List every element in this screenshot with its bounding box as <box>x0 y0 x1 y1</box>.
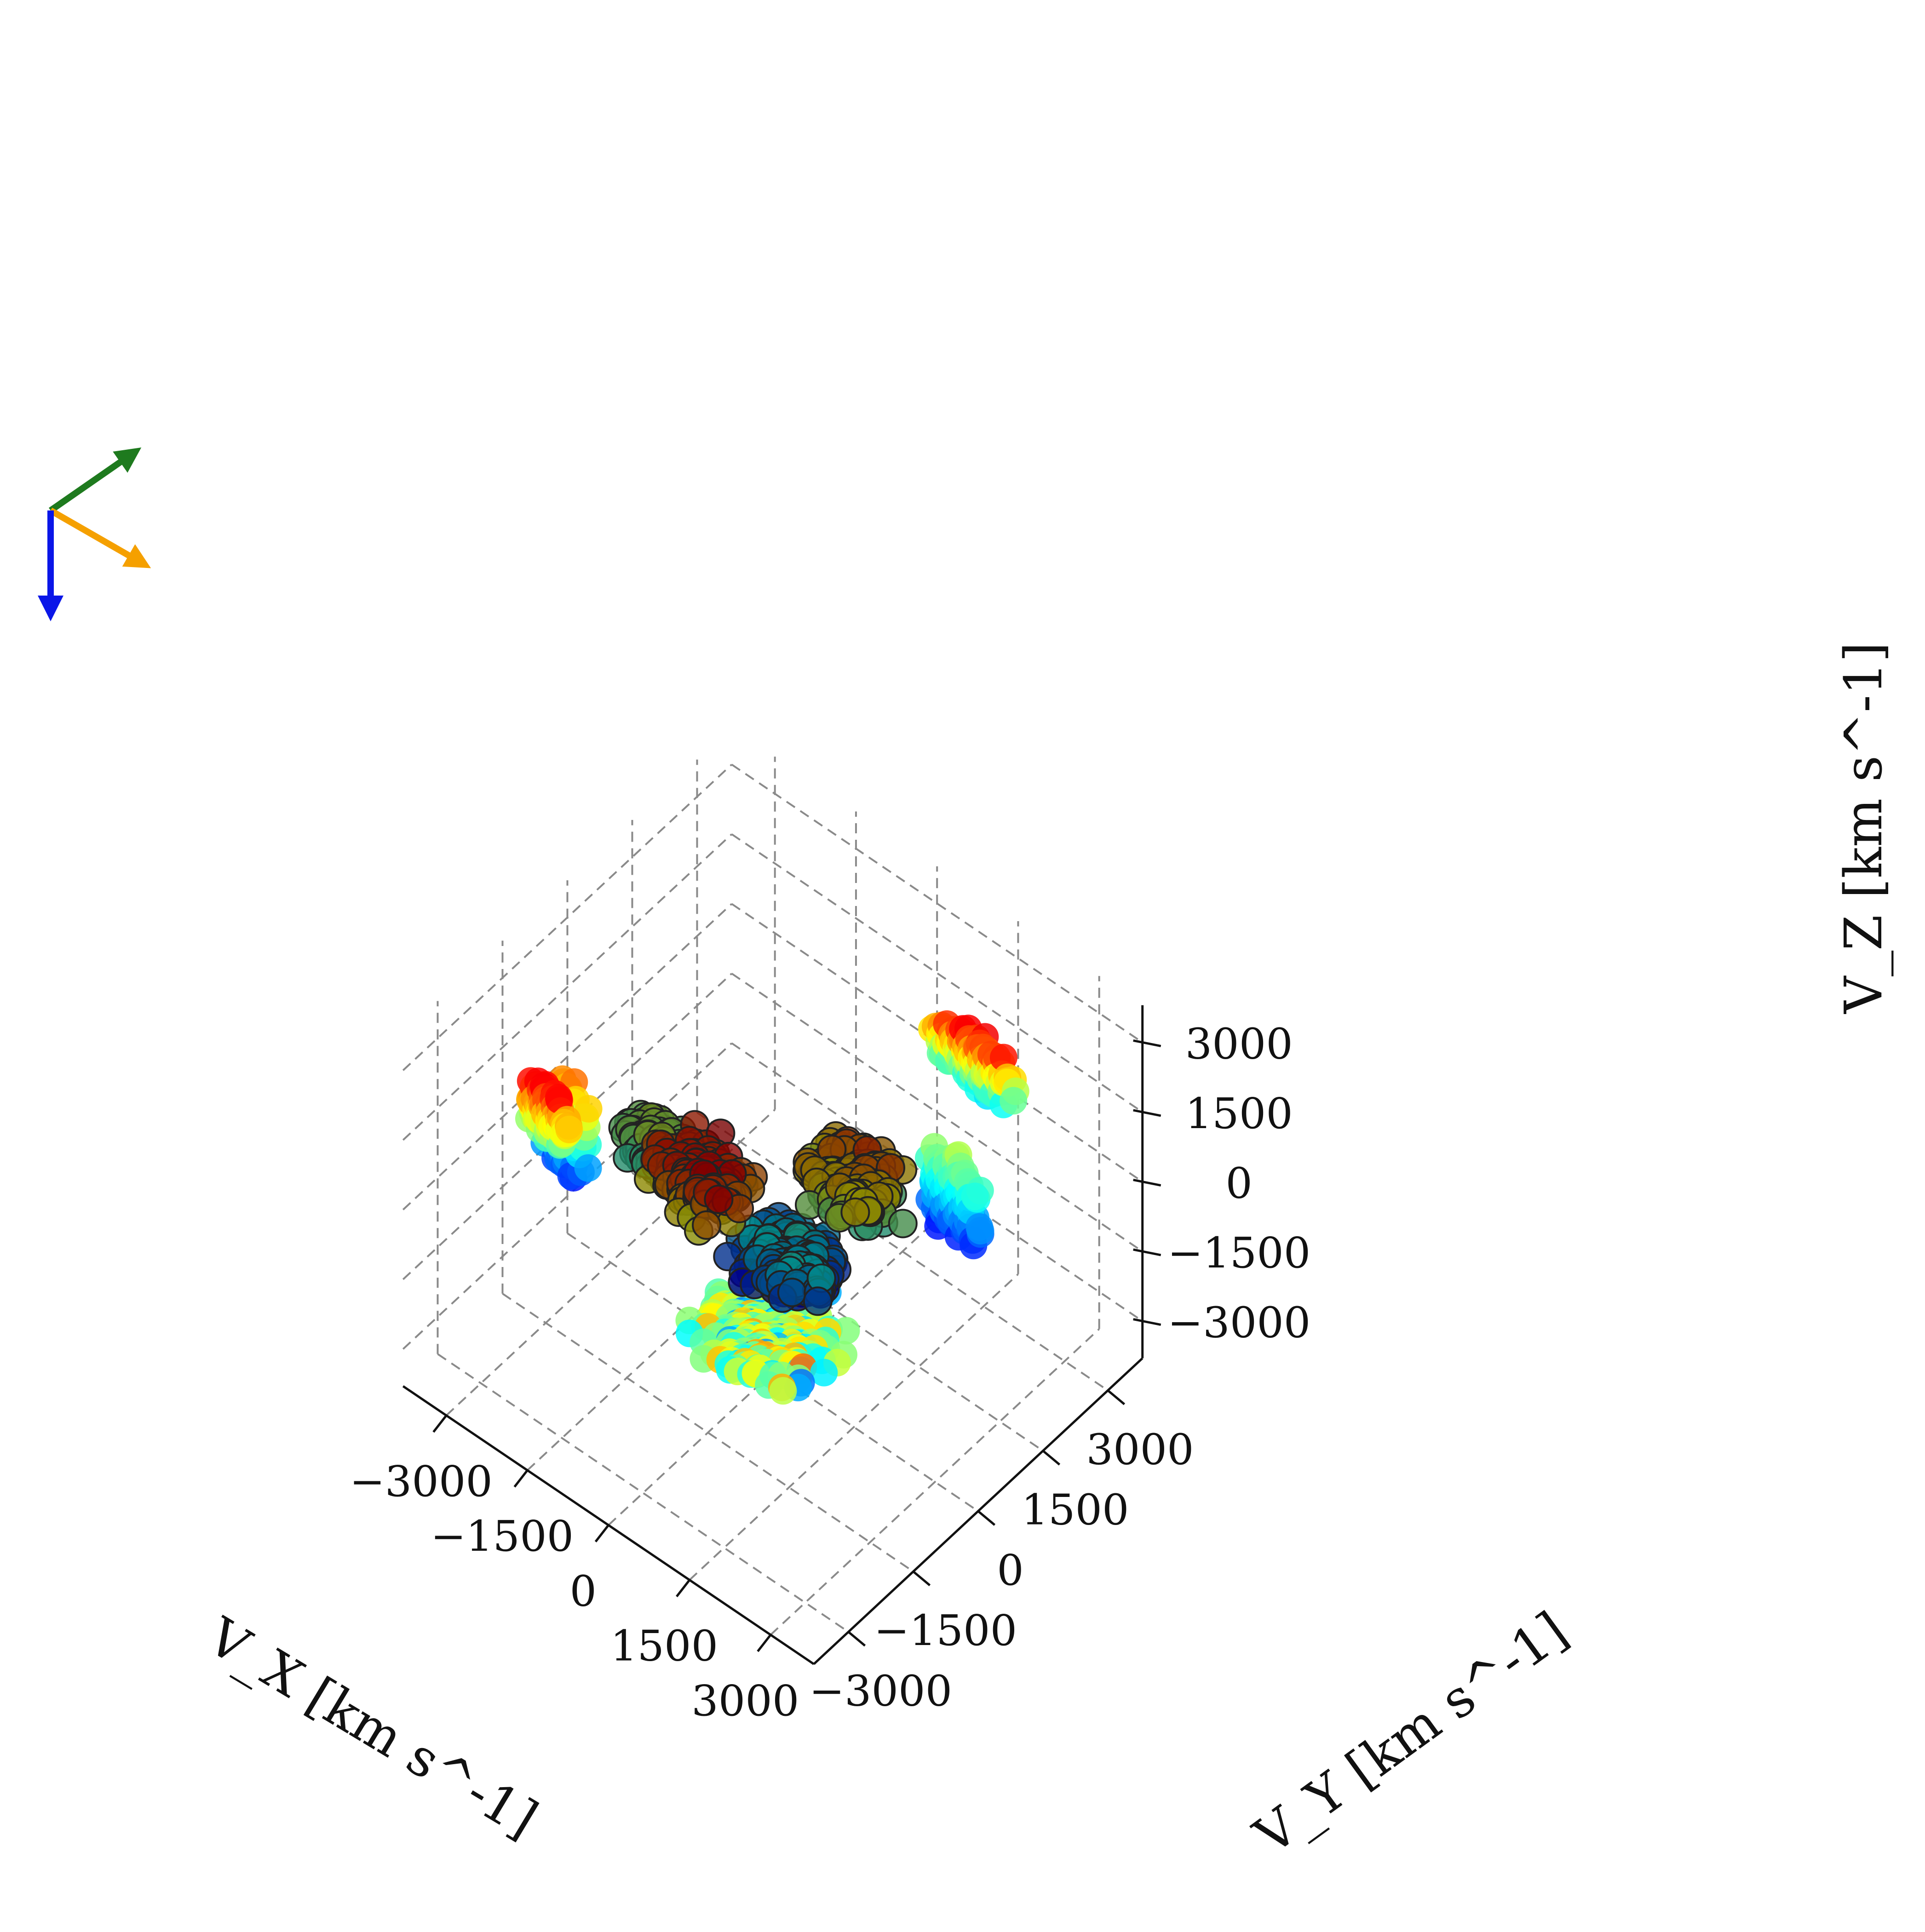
scatter-point <box>810 1359 838 1387</box>
x-axis-line <box>402 1385 815 1665</box>
z-tick-label: 1500 <box>1185 1089 1293 1138</box>
axes-layer <box>402 1005 1161 1665</box>
y-tick <box>977 1510 996 1526</box>
y-tick-label: 3000 <box>1086 1425 1194 1474</box>
x-tick-label: −1500 <box>431 1512 574 1561</box>
x-tick-label: 3000 <box>691 1676 799 1726</box>
scatter-point <box>692 1210 722 1240</box>
scatter-point <box>961 1182 989 1210</box>
grid-line <box>402 833 733 1141</box>
orientation-arrow <box>49 447 142 513</box>
scatter-point <box>575 1095 603 1123</box>
grid-line <box>689 1273 1019 1581</box>
scatter-point <box>840 1197 870 1227</box>
z-tick <box>1133 1039 1161 1048</box>
scatter-point <box>966 1217 994 1244</box>
x-tick <box>432 1415 448 1433</box>
z-tick-label: 0 <box>1225 1159 1253 1208</box>
y-tick <box>847 1631 866 1647</box>
scatter-point <box>555 1116 583 1143</box>
scatter-point <box>704 1184 734 1214</box>
grid-line <box>402 903 733 1210</box>
scatter-point <box>803 1286 833 1316</box>
x-tick-label: 0 <box>570 1566 597 1616</box>
y-tick <box>1107 1389 1126 1405</box>
scatter-point <box>574 1154 602 1182</box>
z-tick <box>1133 1248 1161 1256</box>
x-tick-label: −3000 <box>350 1457 493 1506</box>
x-tick-label: 1500 <box>610 1622 718 1671</box>
x-tick <box>757 1634 772 1652</box>
x-tick <box>676 1579 691 1598</box>
x-tick <box>513 1469 529 1488</box>
y-tick-label: −3000 <box>809 1666 952 1715</box>
z-tick <box>1133 1109 1161 1117</box>
z-tick-label: 3000 <box>1185 1020 1293 1069</box>
y-axis-title: V_Y [km s^-1] <box>1243 1600 1578 1867</box>
z-tick <box>1133 1179 1161 1187</box>
z-tick <box>1133 1318 1161 1326</box>
orientation-arrow <box>49 507 151 568</box>
points-layer <box>515 1010 1029 1405</box>
z-axis-title: V_Z [km s^-1] <box>1834 642 1894 1015</box>
y-tick-label: 0 <box>997 1546 1024 1595</box>
grid-line <box>770 1328 1100 1636</box>
grid-line <box>731 833 1143 1113</box>
z-tick-label: −3000 <box>1167 1298 1310 1347</box>
x-tick <box>594 1524 609 1542</box>
y-tick <box>1042 1450 1061 1466</box>
scatter-point <box>888 1209 918 1238</box>
y-tick-label: −1500 <box>874 1606 1017 1655</box>
scatter-point <box>769 1377 797 1405</box>
scatter-point <box>1000 1087 1028 1115</box>
z-tick-label: −1500 <box>1167 1228 1310 1278</box>
scatter-point <box>777 1278 807 1307</box>
labels-layer: V_X [km s^-1] V_Y [km s^-1] V_Z [km s^-1… <box>196 642 1894 1867</box>
grid-line <box>402 763 733 1071</box>
y-tick <box>912 1571 931 1587</box>
orientation-arrows <box>38 447 151 621</box>
x-axis-title: V_X [km s^-1] <box>196 1606 547 1849</box>
y-tick-label: 1500 <box>1021 1485 1129 1535</box>
